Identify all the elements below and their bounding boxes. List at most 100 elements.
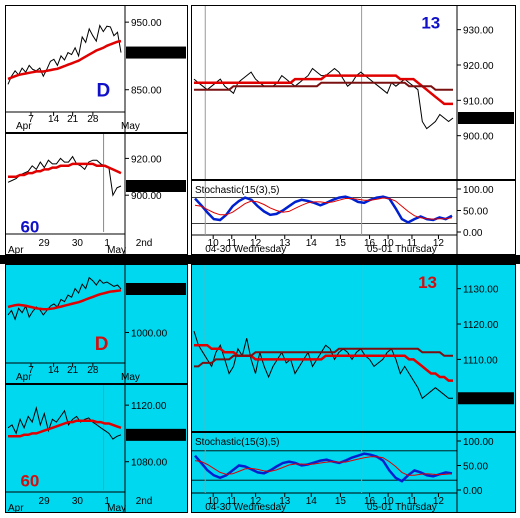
x-tick-label: 16	[364, 496, 376, 507]
last-value-label: 1099.00	[461, 394, 498, 405]
timeframe-tag: 60	[20, 217, 39, 236]
month-label: May	[121, 372, 140, 383]
moving-average-line	[194, 81, 453, 91]
y-tick-label: 900.00	[131, 191, 162, 202]
nq-13min-svg: 1130.00 1120.00 1110.00 1099.00 13	[192, 265, 515, 431]
x-tick-label: 1	[104, 496, 110, 507]
y-tick-label: 50.00	[463, 462, 488, 473]
y-tick-label: 930.00	[463, 26, 494, 37]
nq-13min-stoch-svg: 100.00 50.00 0.00 Stochastic(15(3),5) 10 11 12…	[192, 433, 515, 512]
x-tick-label: 10	[208, 238, 220, 249]
moving-average-line	[194, 74, 453, 106]
last-value-flag	[458, 392, 514, 405]
last-value-flag	[126, 180, 186, 192]
last-value-flag	[126, 428, 186, 441]
x-tick-label: 10	[383, 238, 395, 249]
stoch-k-line	[194, 195, 453, 224]
nq-13min-panel: 1130.00 1120.00 1110.00 1099.00 13	[191, 264, 516, 432]
price-series-line	[7, 24, 122, 85]
x-tick-label: 28	[87, 365, 99, 376]
nq-daily-panel: 1000.00 1099.00 7 14 21 28 Apr May D	[5, 264, 188, 384]
y-tick-label: 920.00	[131, 154, 162, 165]
stoch-d-line	[194, 456, 453, 476]
es-13min-stoch-svg: 100.00 50.00 0.00 Stochastic(15(3),5) 10 11 12…	[192, 181, 515, 254]
date-label: 04-30 Wednesday	[205, 502, 286, 512]
month-label: May	[107, 503, 126, 512]
date-label: 05-01 Thursday	[367, 502, 437, 512]
last-value-label: 905.00	[461, 114, 492, 125]
es-60min-panel: 920.00 900.00 905.00 29 30 1 2nd Apr May 60	[5, 133, 188, 255]
price-series-line	[193, 67, 454, 130]
last-value-label: 1099.00	[129, 285, 166, 296]
x-tick-label: 11	[227, 238, 238, 249]
y-tick-label: 950.00	[131, 18, 162, 29]
moving-average-line	[8, 162, 122, 179]
timeframe-tag: 13	[418, 273, 437, 292]
month-label: Apr	[16, 372, 32, 383]
stoch-d-line	[194, 197, 453, 220]
moving-average-line	[7, 39, 122, 81]
x-tick-label: 14	[48, 365, 60, 376]
x-tick-label: 14	[306, 496, 318, 507]
moving-average-line	[8, 419, 122, 438]
es-13min-panel: 930.00 920.00 910.00 900.00 905.00 13	[191, 5, 516, 180]
month-label: Apr	[8, 503, 24, 512]
y-tick-label: 1000.00	[131, 328, 168, 339]
x-tick-label: 1	[104, 238, 110, 249]
y-tick-label: 50.00	[463, 207, 488, 218]
y-tick-label: 100.00	[463, 437, 494, 448]
x-tick-label: 2nd	[136, 238, 153, 249]
y-tick-label: 900.00	[463, 132, 494, 143]
y-tick-label: 910.00	[463, 96, 494, 107]
x-tick-label: 11	[407, 496, 418, 507]
price-series-line	[7, 276, 122, 321]
x-tick-label: 30	[72, 238, 84, 249]
nq-60min-svg: 1120.00 1080.00 1099.00 29 30 1 2nd Apr May 60	[6, 385, 187, 512]
x-tick-label: 21	[67, 365, 79, 376]
x-tick-label: 28	[87, 114, 99, 125]
y-tick-label: 0.00	[463, 228, 483, 239]
x-tick-label: 29	[39, 238, 51, 249]
y-tick-label: 850.00	[131, 86, 162, 97]
x-tick-label: 12	[250, 496, 262, 507]
x-tick-label: 2nd	[136, 496, 153, 507]
last-value-flag	[126, 283, 186, 295]
es-stochastic-panel: 100.00 50.00 0.00 Stochastic(15(3),5) 10 11 12…	[191, 180, 516, 255]
month-label: Apr	[16, 121, 32, 132]
x-tick-label: 15	[335, 496, 347, 507]
price-series-line	[7, 406, 122, 440]
y-tick-label: 1120.00	[463, 320, 499, 331]
x-tick-label: 10	[383, 496, 395, 507]
nq-daily-svg: 1000.00 1099.00 7 14 21 28 Apr May D	[6, 265, 187, 383]
x-tick-label: 7	[28, 365, 34, 376]
nq-60min-panel: 1120.00 1080.00 1099.00 29 30 1 2nd Apr May 60	[5, 384, 188, 513]
x-tick-label: 12	[433, 238, 445, 249]
x-tick-label: 11	[407, 238, 418, 249]
y-tick-label: 1080.00	[131, 458, 168, 469]
es-daily-svg: 950.00 850.00 905.00 7 14 21 28 Apr May D	[6, 6, 187, 132]
section-divider	[0, 255, 520, 264]
y-tick-label: 0.00	[463, 486, 483, 497]
last-value-label: 905.00	[129, 49, 160, 60]
stochastic-title: Stochastic(15(3),5)	[195, 437, 279, 448]
y-tick-label: 920.00	[463, 61, 494, 72]
timeframe-tag: 13	[421, 13, 440, 32]
x-tick-label: 12	[250, 238, 262, 249]
last-value-flag	[458, 112, 514, 124]
y-tick-label: 1110.00	[463, 355, 498, 366]
x-tick-label: 14	[306, 238, 318, 249]
price-series-line	[193, 330, 453, 400]
date-label: 04-30 Wednesday	[205, 244, 286, 254]
x-tick-label: 12	[433, 496, 445, 507]
y-tick-label: 100.00	[463, 185, 494, 196]
date-label: 05-01 Thursday	[367, 244, 437, 254]
month-label: May	[121, 121, 140, 132]
x-tick-label: 13	[279, 496, 291, 507]
timeframe-tag: D	[97, 81, 111, 102]
nq-stochastic-panel: 100.00 50.00 0.00 Stochastic(15(3),5) 10 11 12…	[191, 432, 516, 513]
x-tick-label: 15	[335, 238, 347, 249]
month-label: Apr	[8, 245, 24, 254]
x-tick-label: 16	[364, 238, 376, 249]
stochastic-title: Stochastic(15(3),5)	[195, 185, 279, 196]
